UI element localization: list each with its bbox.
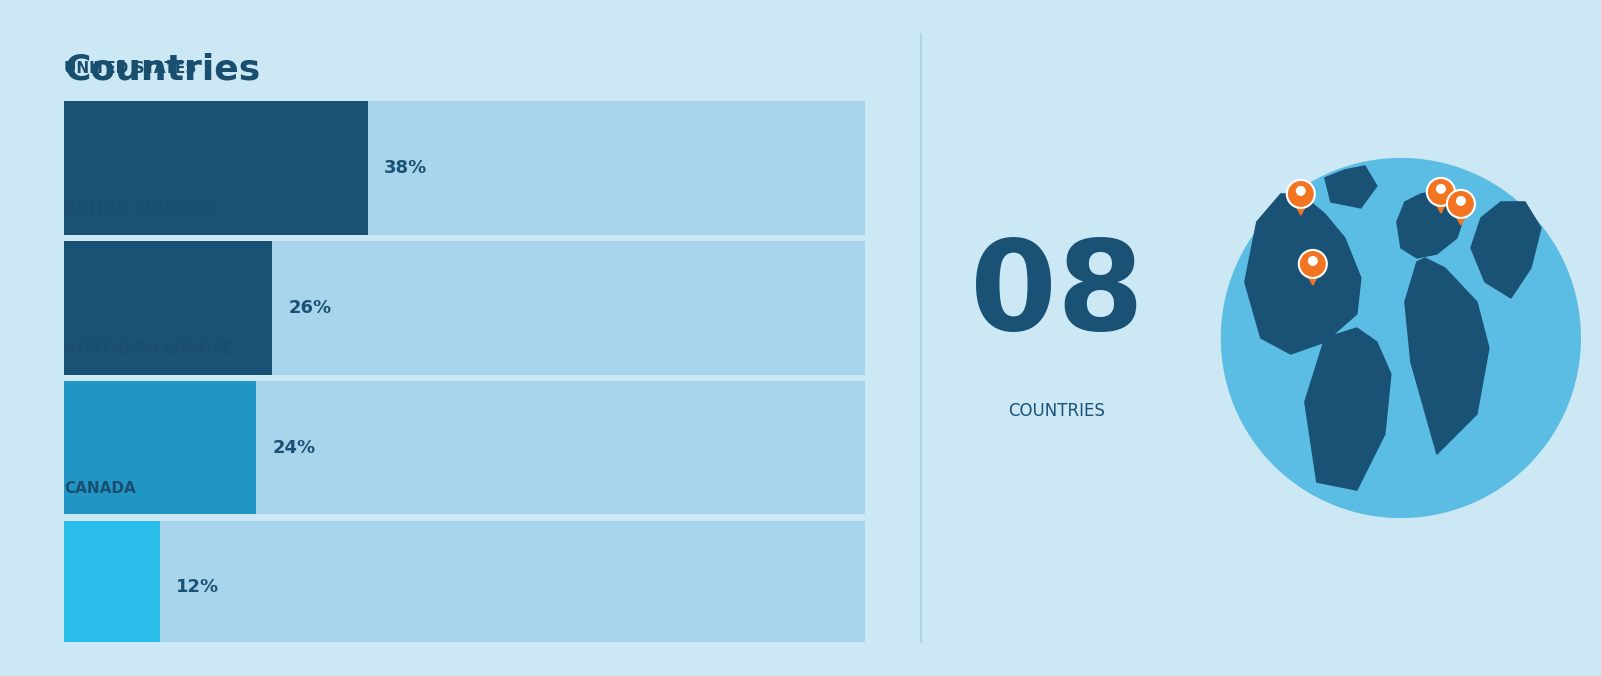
Text: COUNTRIES: COUNTRIES: [1009, 402, 1105, 420]
Text: 26%: 26%: [288, 299, 331, 316]
Text: NORTHERN EUROPE: NORTHERN EUROPE: [64, 341, 234, 356]
Polygon shape: [1305, 270, 1321, 285]
Polygon shape: [1292, 199, 1310, 215]
Bar: [64, 381, 256, 514]
Text: 24%: 24%: [272, 439, 315, 456]
Polygon shape: [1246, 194, 1361, 354]
Circle shape: [1287, 180, 1314, 208]
Text: UNITED KINGDOM: UNITED KINGDOM: [64, 201, 216, 216]
Text: UNITED STATES: UNITED STATES: [64, 62, 197, 76]
Circle shape: [1455, 196, 1467, 206]
Text: Countries: Countries: [64, 52, 261, 86]
Circle shape: [1308, 256, 1318, 266]
Circle shape: [1447, 190, 1475, 218]
Polygon shape: [1396, 190, 1465, 258]
Circle shape: [1298, 250, 1327, 278]
Text: 12%: 12%: [176, 579, 219, 596]
Polygon shape: [1471, 202, 1540, 298]
Bar: [64, 101, 368, 235]
Circle shape: [1426, 178, 1455, 206]
Circle shape: [1436, 184, 1446, 194]
Bar: [64, 241, 865, 375]
Text: CANADA: CANADA: [64, 481, 136, 496]
Bar: [64, 241, 272, 375]
Polygon shape: [1406, 258, 1489, 454]
Circle shape: [1295, 186, 1306, 196]
Text: 08: 08: [970, 235, 1143, 356]
Bar: [64, 101, 865, 235]
Bar: [64, 521, 865, 654]
Polygon shape: [1452, 210, 1470, 225]
Text: 38%: 38%: [384, 159, 427, 176]
Bar: [64, 381, 865, 514]
Polygon shape: [1433, 197, 1449, 213]
Circle shape: [1222, 158, 1582, 518]
Polygon shape: [1326, 166, 1377, 208]
Polygon shape: [1305, 328, 1391, 490]
Bar: [64, 521, 160, 654]
